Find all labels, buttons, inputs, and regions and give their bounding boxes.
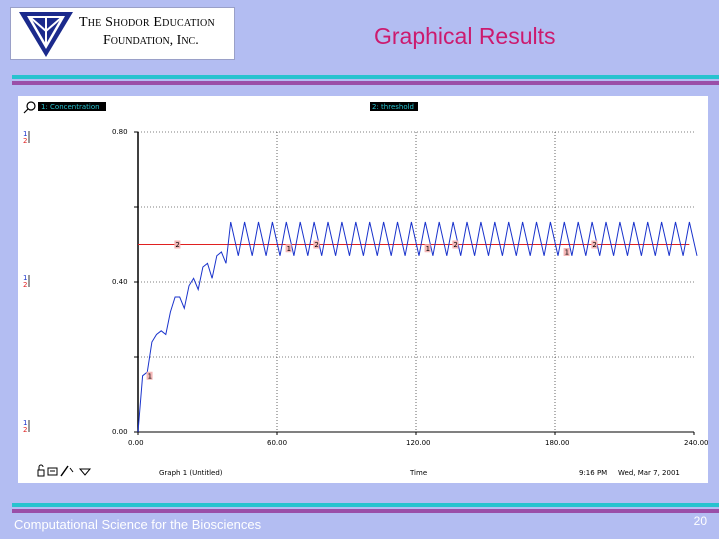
series-marker-1: 2 [175,241,179,249]
series-marker-bg-7 [591,240,598,249]
print-icon[interactable] [47,467,58,476]
series-marker-bg-0 [146,371,153,380]
lock-icon[interactable] [37,464,45,477]
y-tick-label-1: 0.40 [112,278,128,286]
x-tick-label-2: 120.00 [406,439,431,447]
scale-marker-2-bottom: 2 [23,426,27,434]
footer-text: Computational Science for the Bioscience… [14,517,262,532]
logo-line2: Foundation, Inc. [103,33,199,48]
series-concentration-line [137,221,698,433]
series-marker-2: 1 [287,245,291,253]
x-axis-title: Time [409,469,427,477]
series-marker-bg-5 [452,240,459,249]
graph-date: Wed, Mar 7, 2001 [618,469,680,477]
legend2-bg [370,102,418,111]
scale-marker-1-mid: 1 [23,274,27,282]
series-marker-7: 2 [592,241,596,249]
legend1-bg [38,102,106,111]
graph-time: 9:16 PM [579,469,607,477]
scale-marker-1-top: 1 [23,130,27,138]
scale-markers-mid: 1 2 [23,274,30,289]
legend1-label[interactable]: 1: Concentration [41,103,100,111]
scale-marker-1-bottom: 1 [23,419,27,427]
logo-line1: The Shodor Education [79,15,215,30]
series-marker-3: 2 [314,241,318,249]
dropdown-icon[interactable] [78,468,92,476]
plot-area: 0.00 0.40 0.80 0.00 60.00 120.00 180.00 240.00 1… [112,128,708,447]
x-tick-label-3: 180.00 [545,439,570,447]
series-marker-5: 2 [453,241,457,249]
edit-icon[interactable] [60,465,74,477]
pin-icon[interactable] [23,101,36,114]
footer-divider-purple [12,509,719,513]
y-tick-label-2: 0.80 [112,128,128,136]
scale-marker-2-mid: 2 [23,281,27,289]
series-marker-bg-3 [313,240,320,249]
series-marker-bg-2 [285,244,292,253]
series-marker-bg-6 [563,248,570,256]
legend2-label[interactable]: 2: threshold [372,103,414,111]
graph-panel: 1: Concentration 2: threshold 1 2 1 2 1 … [18,96,708,483]
series-marker-bg-1 [174,240,181,249]
x-tick-label-4: 240.00 [684,439,708,447]
series-marker-6: 1 [565,249,569,257]
series-marker-bg-4 [424,244,431,253]
logo: The Shodor Education Foundation, Inc. [10,7,235,60]
scale-markers-bottom: 1 2 [23,419,30,434]
slide-title: Graphical Results [374,23,556,49]
scale-marker-2-top: 2 [23,137,27,145]
scale-markers-top: 1 2 [23,130,30,145]
shodor-logo-icon [19,12,73,57]
footer-divider-teal [12,503,719,507]
x-tick-label-0: 0.00 [128,439,144,447]
y-tick-label-0: 0.00 [112,428,128,436]
header-divider-teal [12,75,719,79]
header-divider-purple [12,81,719,85]
graph-svg: 1: Concentration 2: threshold 1 2 1 2 1 … [23,101,708,477]
series-marker-0: 1 [148,372,152,380]
x-tick-label-1: 60.00 [267,439,287,447]
page-number: 20 [693,514,707,528]
toolbar [37,464,92,477]
graph-name: Graph 1 (Untitled) [159,469,223,477]
series-marker-4: 1 [426,245,430,253]
